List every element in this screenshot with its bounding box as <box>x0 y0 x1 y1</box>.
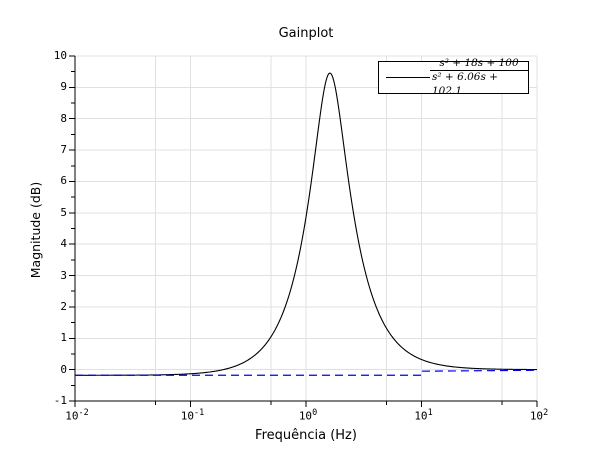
x-tick-label: 102 <box>529 408 549 423</box>
legend-box: s² + 18s + 100 s² + 6.06s + 102.1 <box>378 57 529 97</box>
gain-curve <box>75 72 538 376</box>
legend-line-sample <box>386 77 430 78</box>
x-axis-label: Frequência (Hz) <box>255 428 357 443</box>
legend-denominator: s² + 6.06s + 102.1 <box>430 70 528 98</box>
x-tick-label: 100 <box>298 408 318 423</box>
y-tick-label: 9 <box>60 80 67 94</box>
x-tick-label: 10-1 <box>180 408 205 423</box>
chart-title: Gainplot <box>278 26 334 41</box>
y-tick-label: 5 <box>60 205 67 219</box>
legend-transfer-function: s² + 18s + 100 s² + 6.06s + 102.1 <box>430 57 528 99</box>
y-tick-label: 2 <box>60 299 67 313</box>
y-tick-label: 10 <box>53 49 67 62</box>
y-tick-label: 8 <box>60 111 67 125</box>
y-tick-label: 4 <box>60 237 67 251</box>
y-tick-label: 7 <box>60 143 67 157</box>
y-tick-label: 6 <box>60 174 67 188</box>
asymptote-curve <box>75 369 538 376</box>
y-tick-label: -1 <box>53 394 67 407</box>
y-tick-label: 3 <box>60 268 67 282</box>
x-tick-label: 101 <box>414 408 433 423</box>
x-tick-label: 10-2 <box>65 408 89 423</box>
y-tick-label: 0 <box>60 362 67 376</box>
y-tick-label: 1 <box>60 331 67 345</box>
legend-numerator: s² + 18s + 100 <box>439 56 519 69</box>
